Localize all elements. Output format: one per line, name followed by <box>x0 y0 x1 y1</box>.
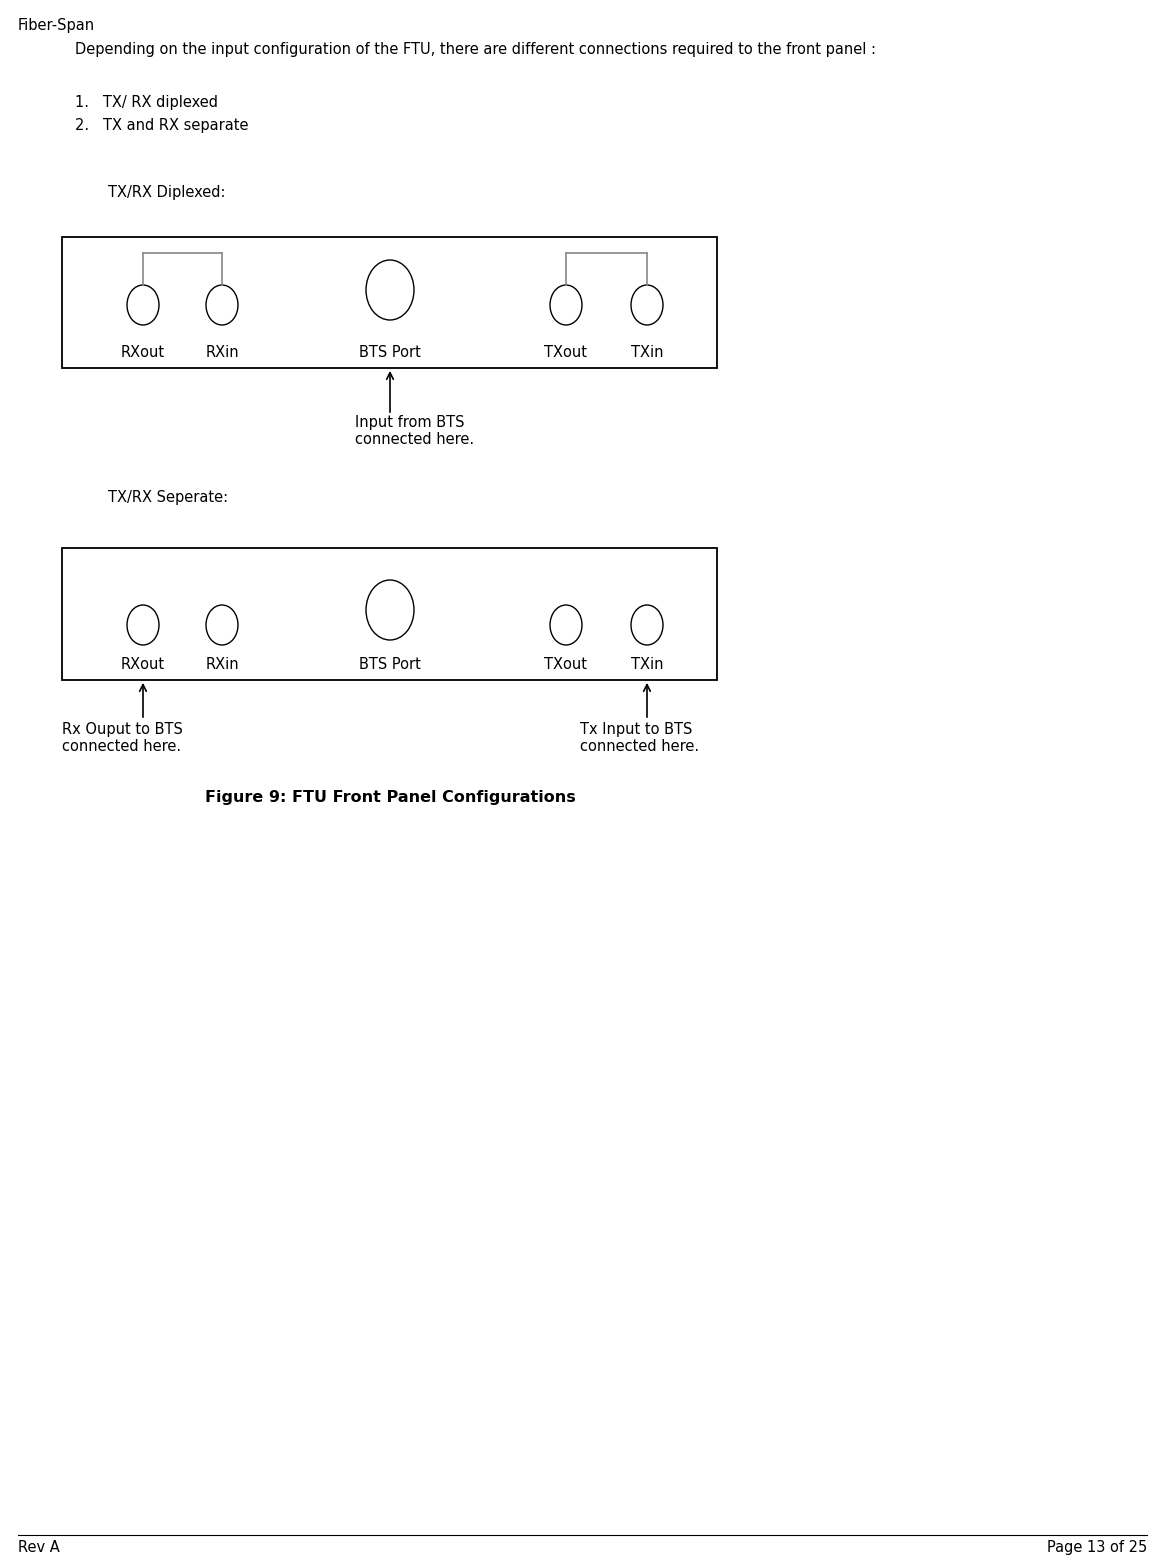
Ellipse shape <box>550 285 582 324</box>
Text: Tx Input to BTS
connected here.: Tx Input to BTS connected here. <box>580 722 699 755</box>
Bar <box>62 548 716 680</box>
Ellipse shape <box>631 605 663 644</box>
Ellipse shape <box>206 605 238 644</box>
Ellipse shape <box>127 285 158 324</box>
Text: Rx Ouput to BTS
connected here.: Rx Ouput to BTS connected here. <box>62 722 183 755</box>
Text: Figure 9: FTU Front Panel Configurations: Figure 9: FTU Front Panel Configurations <box>205 789 576 805</box>
Text: TXout: TXout <box>544 345 587 360</box>
Ellipse shape <box>127 605 158 644</box>
Text: TXin: TXin <box>630 345 663 360</box>
Text: TX/RX Diplexed:: TX/RX Diplexed: <box>108 186 226 200</box>
Text: 2.   TX and RX separate: 2. TX and RX separate <box>75 119 248 133</box>
Text: Depending on the input configuration of the FTU, there are different connections: Depending on the input configuration of … <box>75 42 876 58</box>
Text: TX/RX Seperate:: TX/RX Seperate: <box>108 490 228 505</box>
Bar <box>62 237 716 368</box>
Text: Page 13 of 25: Page 13 of 25 <box>1046 1540 1148 1555</box>
Ellipse shape <box>366 261 414 320</box>
Text: BTS Port: BTS Port <box>359 657 421 672</box>
Ellipse shape <box>366 580 414 640</box>
Text: BTS Port: BTS Port <box>359 345 421 360</box>
Text: TXin: TXin <box>630 657 663 672</box>
Text: TXout: TXout <box>544 657 587 672</box>
Text: RXout: RXout <box>121 345 165 360</box>
Text: RXin: RXin <box>205 657 239 672</box>
Ellipse shape <box>631 285 663 324</box>
Ellipse shape <box>206 285 238 324</box>
Text: Input from BTS
connected here.: Input from BTS connected here. <box>355 415 474 448</box>
Text: Rev A: Rev A <box>17 1540 59 1555</box>
Ellipse shape <box>550 605 582 644</box>
Text: RXout: RXout <box>121 657 165 672</box>
Text: RXin: RXin <box>205 345 239 360</box>
Text: Fiber-Span: Fiber-Span <box>17 19 96 33</box>
Text: 1.   TX/ RX diplexed: 1. TX/ RX diplexed <box>75 95 218 111</box>
